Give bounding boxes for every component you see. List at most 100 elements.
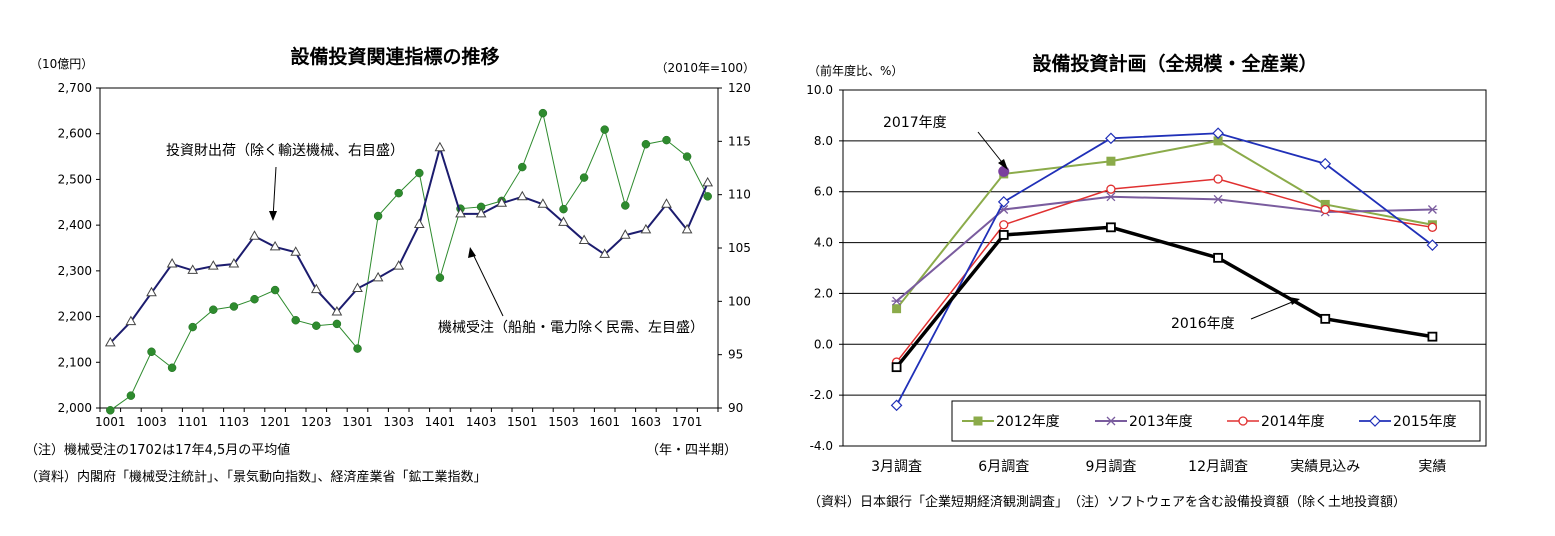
machinery-orders-point: [229, 302, 239, 311]
annotation-2016: 2016年度: [1171, 316, 1235, 332]
right-series-group: [890, 127, 1439, 412]
investment-shipments-point: [207, 260, 219, 270]
machinery-orders-point: [518, 162, 527, 172]
series-point-2012: [892, 304, 902, 314]
right-y-tick-label: 10.0: [806, 83, 833, 97]
machinery-orders-line: [110, 111, 709, 411]
machinery-orders-point: [621, 201, 630, 210]
investment-shipments-point: [104, 336, 116, 347]
legend-marker-2015: [1369, 415, 1381, 427]
left-chart-source: （資料）内閣府「機械受注統計」、「景気動向指数」、経済産業省「鉱工業指数」: [25, 469, 487, 485]
left-x-tick-label: 1701: [672, 415, 703, 429]
machinery-orders-point: [703, 192, 712, 201]
legend-label-2014: 2014年度: [1261, 414, 1325, 430]
investment-shipments-point: [640, 223, 652, 234]
left-x-tick-label: 1301: [342, 415, 373, 429]
machinery-orders-point: [415, 168, 424, 178]
right-gridlines: [843, 89, 1486, 447]
investment-shipments-point: [434, 141, 446, 152]
machinery-orders-point: [188, 322, 197, 332]
investment-shipments-point: [228, 257, 240, 268]
left-x-tick-label: 1003: [136, 415, 167, 429]
legend-label-2013: 2013年度: [1129, 414, 1193, 430]
investment-shipments-point: [661, 198, 672, 208]
left-y-tick-label: 2,400: [58, 218, 92, 232]
investment-shipments-point: [269, 240, 281, 251]
left-x-tick-label: 1303: [383, 415, 414, 429]
right-x-tick-label: 3月調査: [871, 459, 922, 475]
series-point-2016: [998, 230, 1009, 240]
left-y-ticks: 2,000 2,100 2,200 2,300 2,400 2,500 2,600 2,700: [58, 81, 100, 415]
right-y-tick-label: -2.0: [810, 388, 833, 402]
left-x-tick-label: 1001: [95, 415, 126, 429]
left-y-tick-label: 2,000: [58, 401, 92, 415]
machinery-orders-point: [291, 315, 300, 325]
right-x-tick-label: 実績見込み: [1290, 459, 1360, 475]
investment-shipments-point: [146, 286, 157, 297]
right-axis-unit: （2010年=100）: [656, 61, 756, 75]
arrow-machinery-orders: [471, 251, 504, 317]
right-y-tick-label: 105: [728, 241, 751, 255]
investment-shipments-point: [599, 248, 611, 258]
series-point-2015: [1212, 127, 1224, 140]
investment-shipments-line: [109, 144, 709, 344]
series-point-2013: [1105, 192, 1116, 202]
label-machinery-orders: 機械受注（船舶・電力除く民需、左目盛）: [438, 320, 704, 336]
machinery-orders-point: [641, 139, 651, 149]
series-point-2016: [1427, 331, 1438, 342]
left-chart-title: 設備投資関連指標の推移: [290, 45, 499, 68]
series-point-2015: [1426, 239, 1439, 251]
right-y-ticks: 90 95 100 105 110 115 120: [718, 81, 751, 415]
arrow-investment-shipments: [272, 166, 277, 219]
left-y-tick-label: 2,700: [58, 81, 92, 95]
investment-shipments-point: [310, 283, 322, 294]
left-x-tick-label: 1503: [548, 415, 579, 429]
investment-shipments-point: [578, 234, 590, 245]
right-y-tick-label: 110: [728, 188, 751, 202]
right-x-tick-label: 実績: [1418, 459, 1446, 475]
machinery-orders-point: [682, 152, 692, 161]
right-y-tick-label: 120: [728, 81, 751, 95]
right-chart-y-unit: （前年度比、%）: [808, 63, 903, 78]
right-plot-frame: [842, 89, 1487, 447]
right-y-tick-label: 2.0: [814, 286, 833, 300]
series-point-2012: [1106, 156, 1116, 166]
machinery-orders-point: [600, 125, 609, 134]
right-chart-title: 設備投資計画（全規模・全産業）: [1032, 52, 1317, 75]
legend-marker-2014: [1238, 416, 1248, 426]
left-x-tick-label: 1501: [507, 415, 538, 429]
legend: 2012年度 2013年度 2014年度 2015年度: [962, 414, 1457, 430]
left-y-tick-label: 2,300: [58, 264, 92, 278]
investment-shipments-point: [393, 260, 405, 270]
right-y-tick-label: 8.0: [814, 134, 833, 148]
investment-shipments-point: [702, 176, 714, 187]
investment-shipments-point: [496, 197, 508, 207]
investment-shipments-point: [166, 257, 178, 268]
series-line-2015: [895, 132, 1433, 406]
series-point-2016: [1213, 252, 1223, 263]
machinery-orders-point: [126, 391, 136, 400]
investment-shipments-point: [187, 264, 199, 274]
left-x-tick-label: 1201: [260, 415, 291, 429]
investment-shipments-point: [681, 223, 693, 234]
left-x-tick-label: 1603: [631, 415, 662, 429]
series-point-2014: [1427, 222, 1438, 232]
machinery-orders-point: [435, 273, 445, 282]
machinery-orders-point: [106, 406, 115, 415]
legend-label-2015: 2015年度: [1393, 414, 1457, 430]
left-x-tick-label: 1401: [425, 415, 456, 429]
series-point-2013: [1213, 194, 1224, 204]
series-line-2014: [895, 178, 1433, 363]
right-y-tick-label: 0.0: [814, 337, 833, 351]
left-x-tick-label: 1203: [301, 415, 332, 429]
machinery-orders-point: [353, 344, 362, 353]
series-point-2014: [1213, 174, 1223, 184]
series-point-2015: [1319, 157, 1332, 170]
arrowhead-2016: [1289, 297, 1300, 305]
left-y-tick-label: 2,200: [58, 310, 92, 324]
right-x-ticks: 3月調査 6月調査 9月調査 12月調査 実績見込み 実績: [871, 459, 1446, 475]
left-x-tick-label: 1403: [466, 415, 497, 429]
machinery-orders-point: [662, 135, 671, 145]
left-x-ticks: 1001 1003 1101 1103 1201 1203 1301 1303 1401 1403…: [95, 408, 719, 429]
left-series-group: [104, 108, 714, 415]
